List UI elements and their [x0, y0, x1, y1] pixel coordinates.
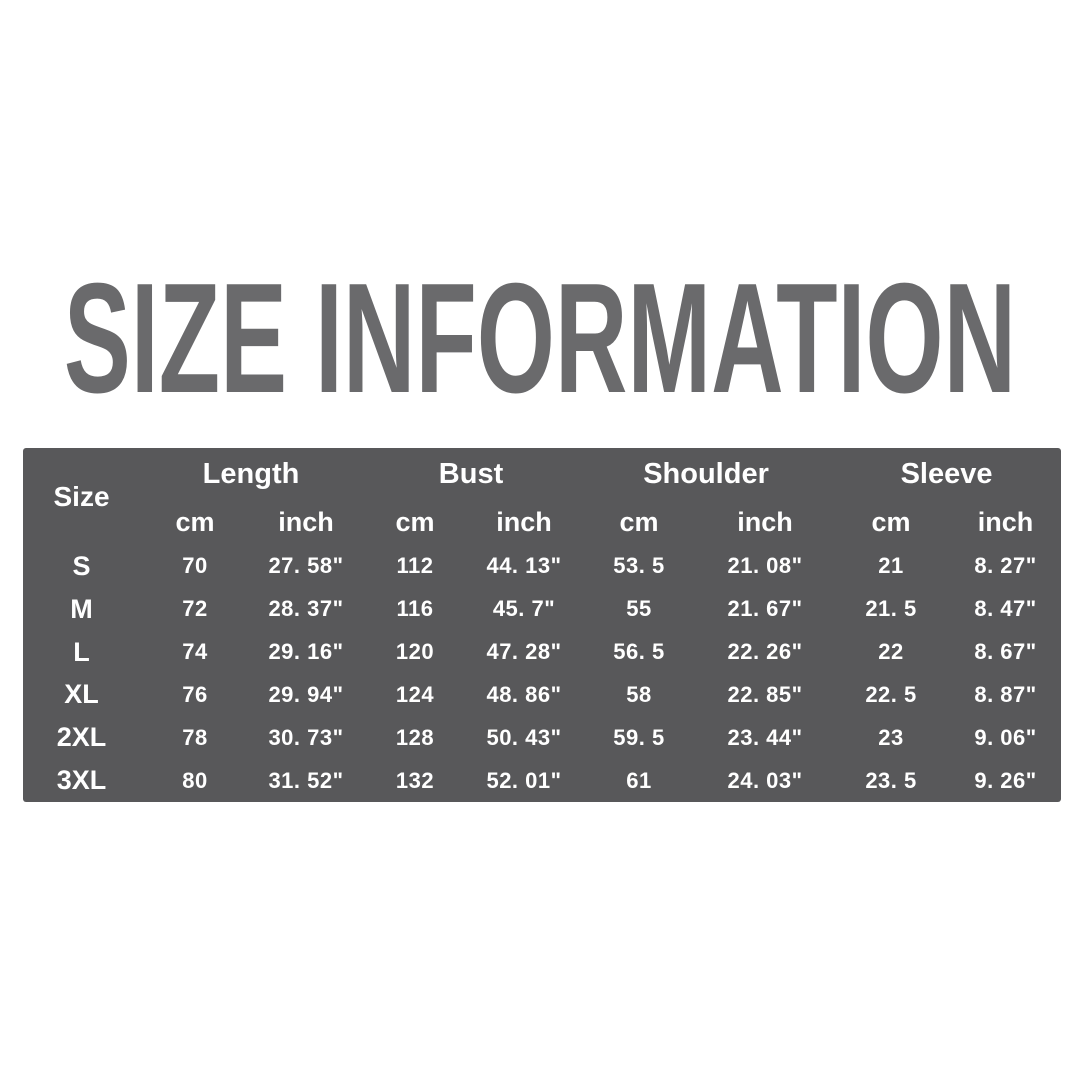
cell-sleeve-cm: 21	[878, 553, 904, 579]
row-label-2xl: 2XL	[56, 722, 107, 753]
cell-shoulder-cm: 55	[626, 596, 652, 622]
table-row-xl: XL 76 29. 94" 124 48. 86" 58 22. 85" 22.…	[23, 673, 1061, 716]
unit-header-length-cm: cm	[175, 507, 215, 537]
cell-bust-cm: 124	[395, 681, 435, 707]
row-label-s: S	[72, 550, 91, 581]
cell-bust-inch: 52. 01"	[486, 767, 562, 793]
cell-length-inch: 31. 52"	[268, 767, 344, 793]
cell-shoulder-cm: 53. 5	[613, 553, 665, 579]
cell-sleeve-cm: 21. 5	[865, 596, 917, 622]
cell-shoulder-cm: 58	[626, 681, 652, 707]
cell-sleeve-cm: 22	[878, 639, 904, 665]
table-row-2xl: 2XL 78 30. 73" 128 50. 43" 59. 5 23. 44"…	[23, 716, 1061, 759]
cell-sleeve-cm: 23	[878, 724, 904, 750]
unit-header-shoulder-inch: inch	[737, 507, 793, 537]
cell-sleeve-inch: 8. 67"	[974, 639, 1037, 665]
cell-length-inch: 29. 94"	[268, 681, 344, 707]
cell-bust-inch: 47. 28"	[486, 639, 562, 665]
row-label-m: M	[70, 593, 93, 624]
unit-header-sleeve-inch: inch	[977, 507, 1034, 537]
cell-bust-inch: 44. 13"	[486, 553, 562, 579]
cell-length-inch: 30. 73"	[268, 724, 344, 750]
header-row-units: cm inch cm inch cm inch cm inch	[23, 500, 1061, 545]
cell-length-inch: 29. 16"	[268, 639, 344, 665]
cell-sleeve-cm: 23. 5	[865, 767, 917, 793]
unit-header-shoulder-cm: cm	[619, 507, 659, 537]
cell-shoulder-cm: 59. 5	[613, 724, 665, 750]
col-header-bust: Bust	[438, 457, 504, 490]
cell-length-cm: 78	[182, 724, 208, 750]
cell-shoulder-inch: 22. 85"	[727, 681, 803, 707]
cell-sleeve-cm: 22. 5	[865, 681, 917, 707]
cell-shoulder-cm: 61	[626, 767, 652, 793]
cell-bust-cm: 128	[395, 724, 435, 750]
cell-shoulder-inch: 21. 08"	[727, 553, 803, 579]
cell-shoulder-inch: 21. 67"	[727, 596, 803, 622]
table-row-l: L 74 29. 16" 120 47. 28" 56. 5 22. 26" 2…	[23, 631, 1061, 674]
cell-shoulder-inch: 22. 26"	[727, 639, 803, 665]
size-table: Size Length Bust Shoulder Sleeve cm inch…	[23, 448, 1061, 802]
cell-bust-inch: 50. 43"	[486, 724, 562, 750]
cell-bust-cm: 120	[395, 639, 435, 665]
cell-length-inch: 27. 58"	[268, 553, 344, 579]
cell-bust-inch: 45. 7"	[492, 596, 556, 622]
cell-shoulder-inch: 24. 03"	[727, 767, 803, 793]
cell-length-cm: 70	[182, 553, 208, 579]
col-header-length: Length	[202, 457, 300, 490]
col-header-shoulder: Shoulder	[643, 457, 769, 490]
col-header-sleeve: Sleeve	[900, 457, 993, 490]
cell-length-cm: 76	[182, 681, 208, 707]
cell-sleeve-inch: 8. 47"	[974, 596, 1037, 622]
unit-header-bust-inch: inch	[496, 507, 552, 537]
table-row-3xl: 3XL 80 31. 52" 132 52. 01" 61 24. 03" 23…	[23, 759, 1061, 802]
unit-header-length-inch: inch	[278, 507, 334, 537]
cell-shoulder-cm: 56. 5	[613, 639, 665, 665]
cell-sleeve-inch: 9. 06"	[974, 724, 1037, 750]
table-row-m: M 72 28. 37" 116 45. 7" 55 21. 67" 21. 5…	[23, 588, 1061, 631]
title-container: SIZE INFORMATION	[0, 259, 1080, 416]
cell-sleeve-inch: 9. 26"	[974, 767, 1037, 793]
page-title: SIZE INFORMATION	[63, 249, 1017, 426]
unit-header-bust-cm: cm	[395, 507, 435, 537]
cell-sleeve-inch: 8. 27"	[974, 553, 1037, 579]
unit-header-sleeve-cm: cm	[871, 507, 911, 537]
cell-sleeve-inch: 8. 87"	[974, 681, 1037, 707]
cell-length-cm: 74	[182, 639, 208, 665]
cell-bust-cm: 112	[396, 553, 434, 579]
cell-length-cm: 80	[182, 767, 208, 793]
row-label-l: L	[73, 636, 90, 667]
cell-shoulder-inch: 23. 44"	[727, 724, 803, 750]
table-row-s: S 70 27. 58" 112 44. 13" 53. 5 21. 08" 2…	[23, 545, 1061, 588]
header-row-groups: Size Length Bust Shoulder Sleeve	[23, 448, 1061, 512]
row-label-3xl: 3XL	[56, 765, 107, 796]
size-table-panel: Size Length Bust Shoulder Sleeve cm inch…	[23, 448, 1061, 802]
cell-bust-cm: 116	[396, 596, 434, 622]
cell-length-cm: 72	[182, 596, 208, 622]
col-header-size: Size	[53, 480, 110, 512]
cell-bust-inch: 48. 86"	[486, 681, 562, 707]
cell-bust-cm: 132	[395, 767, 435, 793]
row-label-xl: XL	[64, 679, 99, 710]
cell-length-inch: 28. 37"	[268, 596, 344, 622]
